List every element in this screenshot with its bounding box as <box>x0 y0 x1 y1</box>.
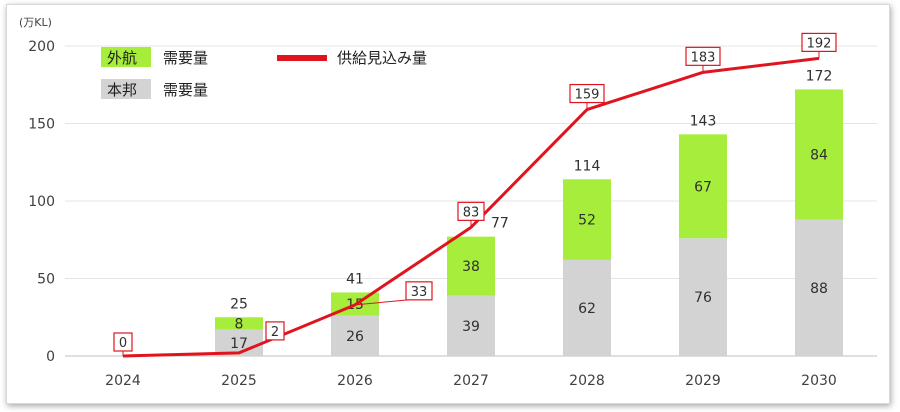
supply-callout-box <box>405 281 433 301</box>
y-tick-label: 100 <box>28 194 55 210</box>
legend: 外航 需要量 本邦 需要量 供給見込み量 <box>101 47 427 99</box>
bar-domestic-label: 62 <box>578 301 596 317</box>
bar-domestic <box>563 259 611 356</box>
supply-callout-box <box>265 321 285 341</box>
bar-total-label: 143 <box>690 113 717 129</box>
bar-domestic-label: 88 <box>810 281 828 297</box>
bar-foreign-label: 84 <box>810 148 828 164</box>
bar-total-label: 41 <box>346 271 364 287</box>
supply-value-label: 83 <box>463 205 480 220</box>
bar-foreign <box>795 89 843 220</box>
x-tick-label: 2028 <box>569 373 605 389</box>
y-tick-label: 0 <box>46 349 55 365</box>
bar-foreign-label: 67 <box>694 179 712 195</box>
legend-suffix-domestic: 需要量 <box>163 81 208 99</box>
supply-value-label: 2 <box>271 325 279 340</box>
bar-foreign-label: 38 <box>462 259 480 275</box>
supply-callout-box <box>113 332 133 352</box>
y-tick-label: 150 <box>28 117 55 133</box>
bar-domestic <box>795 219 843 356</box>
bar-foreign <box>215 317 263 330</box>
y-axis-ticks: 0 50 100 150 200 <box>28 39 55 365</box>
bar-total-label: 114 <box>574 158 601 174</box>
x-axis-ticks: 2024 2025 2026 2027 2028 2029 2030 <box>105 373 837 389</box>
supply-callout-box <box>801 32 837 52</box>
bar-total-label: 25 <box>230 296 248 312</box>
supply-value-label: 159 <box>575 88 600 103</box>
bar-foreign-label: 8 <box>235 316 244 332</box>
bar-domestic <box>331 315 379 356</box>
supply-callout-box <box>457 201 485 221</box>
supply-value-label: 192 <box>807 36 832 51</box>
legend-label-foreign: 外航 <box>107 49 137 67</box>
x-tick-label: 2027 <box>453 373 489 389</box>
x-tick-label: 2024 <box>105 373 141 389</box>
legend-label-supply: 供給見込み量 <box>337 49 427 67</box>
supply-value-label: 33 <box>411 285 428 300</box>
bar-domestic-label: 17 <box>230 336 248 352</box>
supply-value-label: 183 <box>691 50 716 65</box>
legend-label-domestic: 本邦 <box>107 81 137 99</box>
legend-swatch-foreign <box>101 47 151 67</box>
bar-foreign <box>447 236 495 296</box>
gridlines <box>65 45 877 357</box>
supply-callout-box <box>569 83 605 104</box>
x-tick-label: 2030 <box>801 373 837 389</box>
supply-line-series: 0 2 33 83 159 183 192 <box>113 32 837 358</box>
y-axis-unit-label: (万KL) <box>19 16 52 29</box>
bar-domestic-label: 39 <box>462 319 480 335</box>
bar-total-label: 77 <box>491 216 509 232</box>
bar-domestic-label: 76 <box>694 290 712 306</box>
y-tick-label: 200 <box>28 39 55 55</box>
x-tick-label: 2026 <box>337 373 373 389</box>
supply-value-label: 0 <box>119 336 127 351</box>
bar-foreign <box>679 134 727 239</box>
chart-frame: (万KL) 0 50 100 150 200 17 8 25 26 15 41 39 38 77 62 52… <box>6 4 890 404</box>
x-tick-label: 2025 <box>221 373 257 389</box>
supply-callout-box <box>685 46 721 66</box>
bar-domestic <box>679 238 727 356</box>
legend-swatch-domestic <box>101 79 151 99</box>
bar-domestic-label: 26 <box>346 329 364 345</box>
y-tick-label: 50 <box>37 272 55 288</box>
bar-foreign <box>563 179 611 260</box>
bar-foreign-label: 52 <box>578 213 596 229</box>
supply-callout-pointer <box>238 338 276 354</box>
x-tick-label: 2029 <box>685 373 721 389</box>
bar-total-label: 172 <box>806 68 833 84</box>
bar-domestic <box>447 295 495 356</box>
legend-suffix-foreign: 需要量 <box>163 49 208 67</box>
